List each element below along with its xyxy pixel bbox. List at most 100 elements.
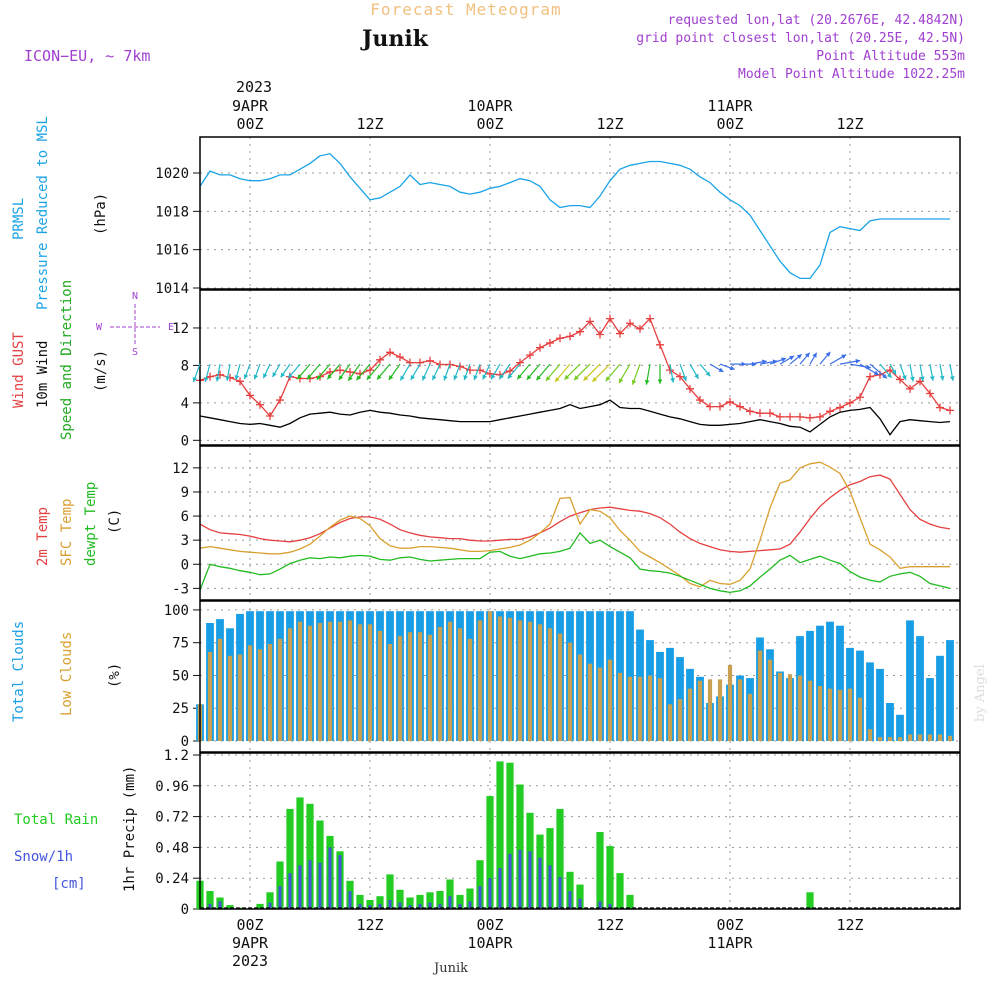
y-tick-label: 1020 bbox=[155, 166, 189, 182]
wind-arrow bbox=[839, 358, 861, 365]
wind-arrow bbox=[719, 363, 735, 371]
top-axis-label: 12Z bbox=[596, 115, 623, 133]
wind-arrow bbox=[605, 363, 621, 382]
bar bbox=[777, 672, 783, 741]
bar bbox=[557, 633, 563, 741]
compass-north: N bbox=[132, 291, 138, 302]
bar bbox=[877, 737, 883, 741]
bar bbox=[507, 617, 513, 741]
bar bbox=[436, 891, 444, 909]
bar bbox=[936, 655, 944, 741]
bar bbox=[757, 650, 763, 741]
grid-point-coords: grid point closest lon,lat (20.25E, 42.5… bbox=[636, 31, 965, 46]
bar bbox=[416, 894, 424, 909]
bar bbox=[276, 861, 284, 909]
bar bbox=[797, 675, 803, 741]
bar bbox=[817, 686, 823, 741]
gust-point bbox=[616, 329, 624, 338]
wind-arrow bbox=[819, 351, 831, 365]
bar bbox=[627, 676, 633, 741]
bar bbox=[408, 905, 412, 909]
wind-arrow bbox=[679, 363, 687, 382]
wind-arrow bbox=[573, 363, 591, 381]
wind-arrow bbox=[859, 363, 880, 376]
bar bbox=[528, 851, 532, 910]
bar bbox=[318, 862, 322, 909]
gust-point bbox=[776, 412, 784, 421]
wind-arrow bbox=[809, 352, 818, 365]
precipitation-panel: 0 0.24 0.48 0.72 0.96 1.2 bbox=[155, 748, 961, 918]
wind-arrow bbox=[939, 363, 945, 381]
gust-point bbox=[856, 393, 864, 402]
wind-arrow bbox=[453, 363, 461, 381]
bar bbox=[317, 623, 323, 741]
bar bbox=[206, 891, 214, 909]
precipitation-y-ticks: 0 0.24 0.48 0.72 0.96 1.2 bbox=[155, 748, 200, 918]
bottom-axis-label: 12Z bbox=[596, 916, 623, 934]
bar bbox=[866, 662, 874, 741]
y-tick-label: 0.24 bbox=[155, 871, 189, 887]
gust-point bbox=[486, 369, 494, 378]
bar bbox=[737, 679, 743, 741]
temperature-grid bbox=[200, 446, 960, 600]
y-tick-label: 50 bbox=[172, 668, 189, 684]
bar bbox=[517, 620, 523, 741]
bar bbox=[548, 865, 552, 909]
wind-arrow bbox=[234, 363, 241, 380]
wind-arrow bbox=[463, 363, 471, 381]
top-axis-label: 11APR bbox=[707, 97, 753, 115]
bar bbox=[417, 632, 423, 741]
gust-point bbox=[246, 391, 254, 400]
bar bbox=[856, 650, 864, 741]
gust-point bbox=[556, 334, 564, 343]
prmsl-label: PRMSL bbox=[11, 198, 27, 240]
temp-unit-label: (C) bbox=[107, 509, 123, 534]
gust-point bbox=[886, 366, 894, 375]
wind-arrow bbox=[618, 363, 631, 384]
gust-point bbox=[386, 348, 394, 357]
gust-point bbox=[926, 389, 934, 398]
bar bbox=[937, 734, 943, 741]
bar bbox=[207, 651, 213, 741]
bar bbox=[388, 900, 392, 909]
wind-arrow bbox=[919, 363, 925, 382]
bar bbox=[427, 634, 433, 741]
pressure-unit-label: (hPa) bbox=[93, 193, 109, 235]
bar bbox=[328, 847, 332, 909]
wind-arrow bbox=[769, 357, 787, 365]
wind-arrow bbox=[799, 352, 811, 365]
wind-arrow bbox=[388, 363, 401, 381]
snow-label: Snow/1h bbox=[14, 849, 73, 865]
bar bbox=[926, 678, 934, 741]
wind-arrow bbox=[204, 363, 211, 383]
wind-panel: 0 4 8 12 bbox=[172, 289, 961, 449]
y-tick-label: 100 bbox=[164, 603, 189, 619]
bar bbox=[787, 674, 793, 741]
bar bbox=[448, 896, 452, 909]
bar bbox=[538, 857, 542, 909]
bar bbox=[876, 668, 884, 741]
y-tick-label: 0.96 bbox=[155, 779, 189, 795]
bar bbox=[367, 624, 373, 741]
bar bbox=[946, 640, 954, 741]
y-tick-label: 1016 bbox=[155, 243, 189, 259]
bar bbox=[566, 871, 574, 909]
temperature-y-ticks: -3 0 3 6 9 12 bbox=[172, 461, 200, 597]
prmsl-line bbox=[199, 153, 950, 280]
bottom-axis-label: 2023 bbox=[232, 952, 268, 970]
pressure-grid bbox=[200, 137, 960, 289]
wind10m-label: 10m Wind bbox=[35, 341, 51, 408]
gust-point bbox=[656, 340, 664, 349]
bar bbox=[438, 903, 442, 909]
panels: 101410161018102004812-303691202550751000… bbox=[155, 136, 961, 918]
wind-arrow bbox=[516, 363, 531, 380]
clouds-frame bbox=[199, 600, 961, 753]
wind-arrow bbox=[535, 363, 551, 381]
bar bbox=[478, 885, 482, 909]
wind-arrow bbox=[699, 363, 711, 377]
y-tick-label: 0 bbox=[181, 557, 189, 573]
bar bbox=[607, 659, 613, 741]
gust-point bbox=[826, 407, 834, 416]
gust-point bbox=[346, 367, 354, 376]
temperature-panel: -3 0 3 6 9 12 bbox=[172, 445, 961, 601]
